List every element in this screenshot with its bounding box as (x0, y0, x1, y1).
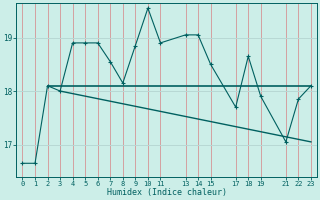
X-axis label: Humidex (Indice chaleur): Humidex (Indice chaleur) (107, 188, 227, 197)
